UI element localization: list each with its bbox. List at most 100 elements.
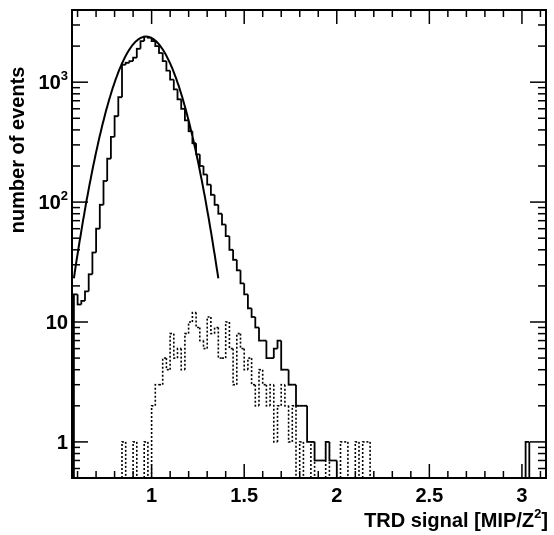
dotted-bin-27 (217, 327, 222, 359)
dotted-bin-4 (132, 441, 137, 478)
solid-bin-7 (98, 203, 104, 229)
solid-bin-29 (180, 99, 185, 110)
solid-bin-25 (165, 61, 171, 72)
y-tick-label: 103 (39, 68, 68, 94)
y-tick-label-base: 10 (39, 72, 61, 94)
dotted-bin-38 (258, 368, 263, 406)
solid-bin-55 (276, 339, 282, 349)
solid-bin-30 (184, 108, 189, 122)
dotted-bin-44 (280, 383, 285, 406)
solid-bin-18 (139, 40, 145, 49)
dotted-bin-22 (199, 327, 204, 342)
y-tick-label-base: 10 (39, 192, 61, 214)
dotted-bin-2 (124, 441, 130, 479)
dotted-bin-65 (358, 441, 363, 479)
solid-bin-9 (106, 157, 111, 181)
solid-bin-17 (135, 47, 141, 58)
solid-bin-37 (210, 184, 215, 196)
y-tick-label-exp: 3 (61, 68, 68, 83)
dotted-bin-14 (169, 332, 174, 370)
dotted-bin-50 (302, 441, 308, 479)
x-axis-title-main: TRD signal [MIP/Z (364, 510, 534, 532)
solid-bin-47 (247, 294, 252, 310)
solid-bin-3 (84, 290, 89, 301)
solid-bin-48 (250, 308, 256, 318)
histogram-marks (72, 35, 545, 479)
dotted-bin-36 (250, 358, 256, 386)
dotted-bin-9 (150, 405, 156, 478)
dotted-bin-60 (339, 441, 345, 478)
solid-bin-27 (172, 79, 178, 91)
y-tick-label-exp: 2 (61, 188, 68, 203)
x-axis-title: TRD signal [MIP/Z2] (364, 506, 548, 532)
dotted-bin-49 (298, 441, 304, 478)
y-tick-label: 1 (57, 432, 68, 454)
x-tick-label: 2.5 (415, 485, 443, 507)
solid-bin-11 (113, 115, 119, 137)
solid-bin-14 (124, 61, 130, 65)
solid-bin-54 (272, 347, 278, 359)
x-axis-title-sup: 2 (534, 506, 541, 521)
dotted-bin-47 (291, 405, 296, 442)
solid-bin-52 (265, 340, 271, 359)
dotted-bin-12 (161, 357, 167, 385)
dotted-bin-21 (195, 312, 200, 329)
dotted-bin-64 (354, 441, 359, 478)
solid-bin-23 (158, 46, 163, 54)
solid-bin-13 (121, 63, 126, 98)
dotted-bin-7 (143, 441, 148, 478)
solid-bin-5 (91, 251, 97, 275)
dotted-bin-53 (313, 441, 319, 479)
dotted-bin-15 (173, 333, 178, 359)
dotted-bin-66 (361, 441, 367, 478)
y-tick-label: 102 (39, 188, 68, 214)
solid-bin-36 (206, 174, 211, 186)
solid-bin-22 (154, 41, 159, 47)
dotted-bin-43 (276, 405, 282, 442)
solid-bin-15 (128, 60, 134, 63)
dotted-bin-5 (136, 441, 141, 479)
solid-bin-10 (110, 136, 115, 159)
solid-bin-40 (221, 213, 226, 226)
solid-bin-6 (95, 227, 100, 253)
solid-bin-41 (224, 224, 230, 237)
solid-bin-4 (87, 273, 93, 292)
x-tick-label: 1.5 (230, 485, 258, 507)
dotted-bin-37 (254, 384, 259, 407)
y-tick-label-base: 1 (57, 432, 68, 454)
dotted-bin-10 (154, 383, 159, 406)
solid-bin-8 (102, 180, 108, 205)
dotted-bin-57 (328, 441, 334, 479)
dotted-bin-52 (310, 441, 315, 478)
solid-bin-123 (528, 441, 533, 479)
dotted-bin-46 (287, 405, 293, 443)
y-tick-label: 10 (46, 312, 68, 334)
solid-bin-46 (243, 283, 248, 296)
dotted-bin-18 (184, 332, 189, 370)
dotted-bin-34 (243, 348, 248, 371)
dotted-bin-23 (202, 340, 208, 350)
dotted-bin-26 (213, 326, 219, 334)
solid-bin-42 (228, 236, 234, 251)
x-tick-label: 1 (146, 485, 157, 507)
dotted-bin-17 (180, 348, 185, 371)
dotted-bin-25 (210, 317, 215, 335)
y-tick-label-base: 10 (46, 312, 68, 334)
solid-bin-16 (132, 56, 137, 62)
solid-bin-39 (217, 204, 222, 215)
solid-bin-56 (280, 340, 285, 371)
solid-bin-50 (258, 327, 263, 342)
solid-bin-43 (232, 249, 237, 261)
dotted-bin-33 (239, 333, 245, 350)
x-tick-label: 2 (331, 485, 342, 507)
dotted-bin-32 (236, 332, 241, 385)
dotted-bin-29 (224, 321, 230, 359)
dotted-bin-42 (273, 384, 278, 443)
dotted-bin-56 (324, 441, 330, 478)
dotted-bin-45 (284, 384, 289, 407)
gaussian-fit-curve (72, 35, 220, 279)
dotted-bin-30 (228, 322, 234, 350)
solid-bin-24 (161, 53, 167, 62)
